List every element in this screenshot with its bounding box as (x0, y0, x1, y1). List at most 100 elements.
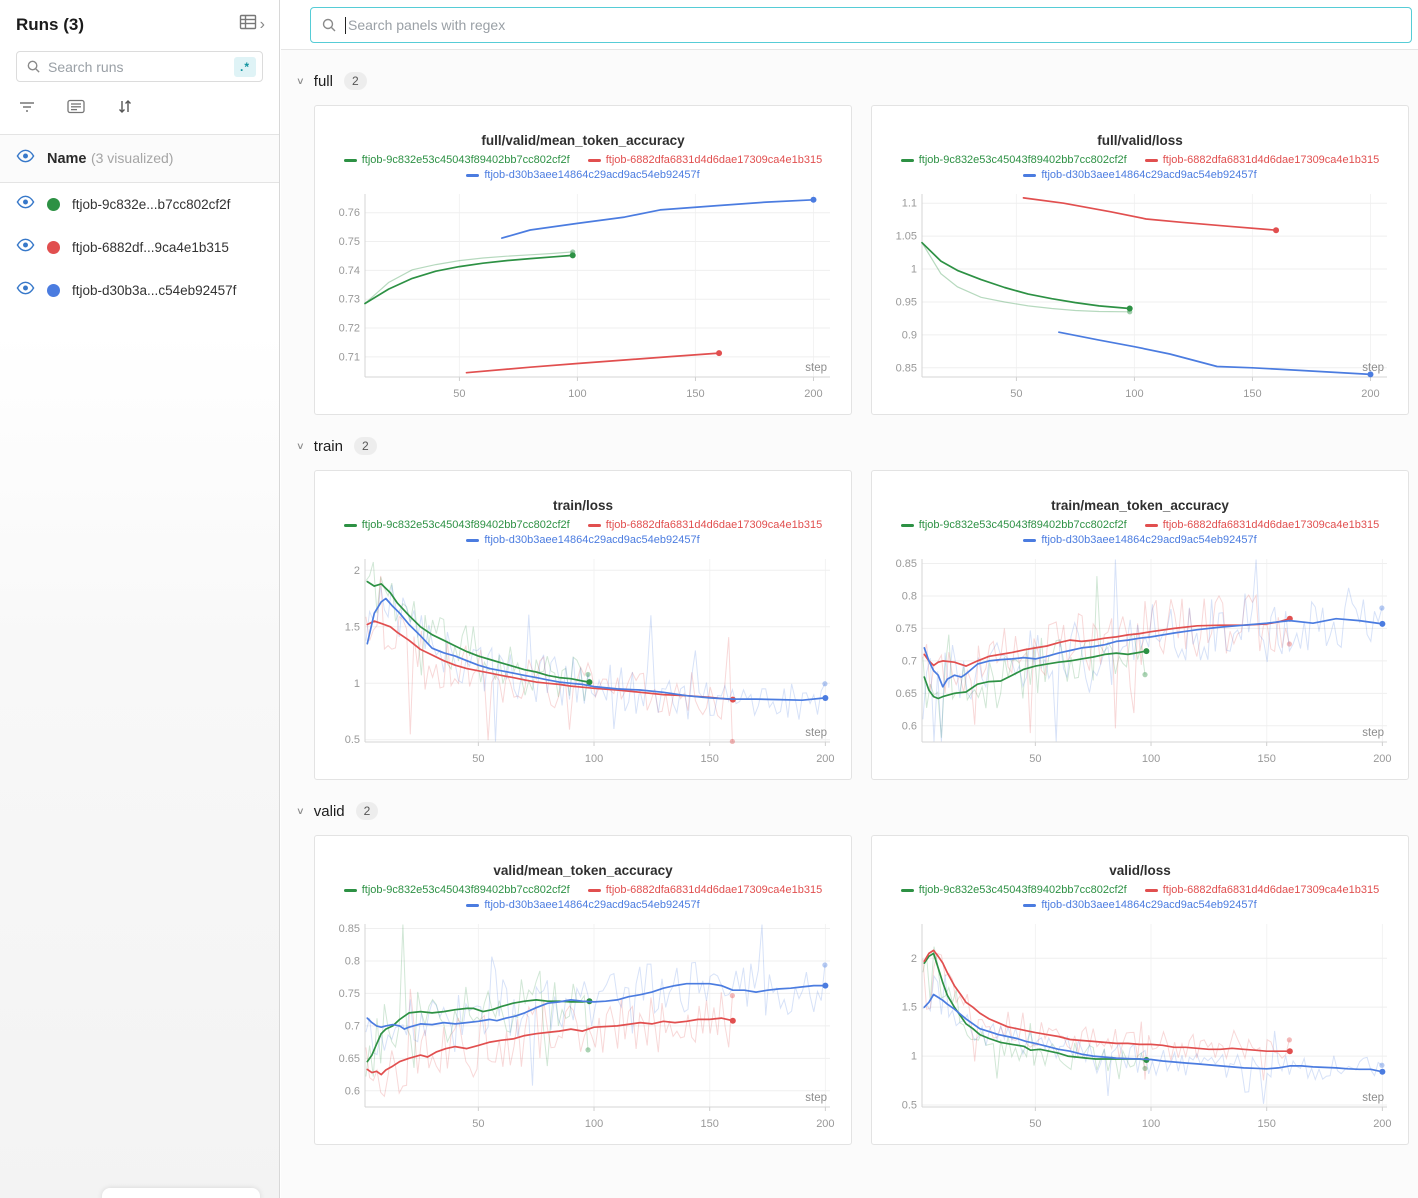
legend-entry[interactable]: ftjob-6882dfa6831d4d6dae17309ca4e1b315 (587, 519, 822, 531)
list-settings-icon[interactable] (66, 98, 86, 120)
chevron-down-icon[interactable]: ∨ (296, 805, 305, 817)
legend-dash-icon (587, 158, 601, 162)
chart-panel[interactable]: valid/mean_token_accuracy ftjob-9c832e53c… (314, 835, 852, 1145)
chart-panel[interactable]: train/mean_token_accuracy ftjob-9c832e53c… (871, 470, 1409, 780)
chart-panel[interactable]: valid/loss ftjob-9c832e53c45043f89402bb7c… (871, 835, 1409, 1145)
table-view-icon[interactable] (238, 12, 258, 37)
svg-text:0.9: 0.9 (902, 329, 917, 341)
search-panels-placeholder: Search panels with regex (348, 17, 506, 33)
legend-entry[interactable]: ftjob-9c832e53c45043f89402bb7cc802cf2f (900, 884, 1127, 896)
legend-entry[interactable]: ftjob-d30b3aee14864c29acd9ac54eb92457f (466, 169, 700, 181)
legend-entry[interactable]: ftjob-d30b3aee14864c29acd9ac54eb92457f (1023, 899, 1257, 911)
chart-legend: ftjob-9c832e53c45043f89402bb7cc802cf2f ft… (315, 518, 851, 548)
legend-entry[interactable]: ftjob-9c832e53c45043f89402bb7cc802cf2f (900, 154, 1127, 166)
svg-text:0.71: 0.71 (339, 351, 360, 363)
legend-entry[interactable]: ftjob-6882dfa6831d4d6dae17309ca4e1b315 (587, 154, 822, 166)
svg-text:1.5: 1.5 (345, 621, 360, 633)
series-line (923, 650, 1148, 700)
legend-entry[interactable]: ftjob-9c832e53c45043f89402bb7cc802cf2f (343, 884, 570, 896)
legend-entry[interactable]: ftjob-6882dfa6831d4d6dae17309ca4e1b315 (1144, 884, 1379, 896)
run-row-1[interactable]: ftjob-9c832e...b7cc802cf2f (0, 183, 279, 226)
chart-legend: ftjob-9c832e53c45043f89402bb7cc802cf2f ft… (872, 883, 1408, 913)
legend-entry[interactable]: ftjob-6882dfa6831d4d6dae17309ca4e1b315 (587, 884, 822, 896)
filter-icon[interactable] (18, 99, 36, 120)
svg-text:0.85: 0.85 (339, 923, 360, 935)
svg-text:0.75: 0.75 (339, 236, 360, 248)
visibility-all-icon[interactable] (16, 149, 35, 168)
series-line (366, 620, 734, 701)
chart-legend: ftjob-9c832e53c45043f89402bb7cc802cf2f ft… (315, 153, 851, 183)
search-panels-input[interactable]: Search panels with regex (310, 7, 1412, 43)
svg-text:100: 100 (585, 1118, 603, 1130)
svg-text:step: step (1362, 727, 1384, 739)
legend-entry[interactable]: ftjob-9c832e53c45043f89402bb7cc802cf2f (343, 519, 570, 531)
expand-chevron-icon[interactable]: › (259, 15, 265, 33)
legend-dash-icon (1023, 173, 1037, 177)
ghost-series-line (364, 251, 573, 304)
chart-legend: ftjob-9c832e53c45043f89402bb7cc802cf2f ft… (872, 153, 1408, 183)
raw-series-line (922, 576, 1146, 738)
visibility-icon[interactable] (16, 238, 35, 257)
svg-text:100: 100 (585, 753, 603, 765)
chevron-down-icon[interactable]: ∨ (296, 440, 305, 452)
svg-text:0.5: 0.5 (902, 1100, 917, 1112)
legend-entry[interactable]: ftjob-9c832e53c45043f89402bb7cc802cf2f (900, 519, 1127, 531)
legend-dash-icon (466, 173, 480, 177)
runs-sidebar: Runs (3) › Search runs .* (0, 0, 280, 1198)
legend-entry[interactable]: ftjob-9c832e53c45043f89402bb7cc802cf2f (343, 154, 570, 166)
series-line (1058, 331, 1372, 376)
legend-dash-icon (343, 523, 357, 527)
svg-text:1.05: 1.05 (896, 231, 917, 243)
legend-entry[interactable]: ftjob-d30b3aee14864c29acd9ac54eb92457f (1023, 534, 1257, 546)
ghost-series-line (921, 242, 1130, 313)
raw-series-line (365, 575, 733, 742)
raw-series-line (922, 593, 1290, 734)
svg-text:1: 1 (354, 678, 360, 690)
chart-panel[interactable]: full/valid/mean_token_accuracy ftjob-9c83… (314, 105, 852, 415)
chart-panel[interactable]: full/valid/loss ftjob-9c832e53c45043f8940… (871, 105, 1409, 415)
run-color-dot (47, 198, 60, 211)
run-row-3[interactable]: ftjob-d30b3a...c54eb92457f (0, 269, 279, 312)
legend-entry[interactable]: ftjob-d30b3aee14864c29acd9ac54eb92457f (1023, 169, 1257, 181)
section-label[interactable]: train (313, 437, 343, 455)
sort-icon[interactable] (116, 98, 134, 120)
chart-panel[interactable]: train/loss ftjob-9c832e53c45043f89402bb7c… (314, 470, 852, 780)
legend-entry[interactable]: ftjob-d30b3aee14864c29acd9ac54eb92457f (466, 534, 700, 546)
run-name: ftjob-9c832e...b7cc802cf2f (72, 197, 231, 212)
divider (0, 134, 279, 135)
legend-entry[interactable]: ftjob-d30b3aee14864c29acd9ac54eb92457f (466, 899, 700, 911)
section-count-badge: 2 (355, 802, 379, 820)
svg-text:0.7: 0.7 (902, 655, 917, 667)
run-row-2[interactable]: ftjob-6882df...9ca4e1b315 (0, 226, 279, 269)
chart-plot: 50 100 150 200 0.71 0.72 0.73 0.74 0.75 0.76 step (339, 194, 830, 400)
svg-text:100: 100 (1142, 1118, 1160, 1130)
legend-entry[interactable]: ftjob-6882dfa6831d4d6dae17309ca4e1b315 (1144, 519, 1379, 531)
section-count-badge: 2 (343, 72, 367, 90)
series-line (923, 617, 1384, 688)
run-color-dot (47, 284, 60, 297)
legend-entry[interactable]: ftjob-6882dfa6831d4d6dae17309ca4e1b315 (1144, 154, 1379, 166)
svg-text:step: step (805, 727, 827, 739)
visualized-count: (3 visualized) (90, 149, 174, 166)
search-runs-input[interactable]: Search runs .* (16, 51, 263, 82)
regex-toggle-button[interactable]: .* (233, 56, 256, 77)
svg-text:0.5: 0.5 (345, 734, 360, 746)
legend-dash-icon (1023, 903, 1037, 907)
section-label[interactable]: valid (313, 802, 345, 820)
series-end-dot (586, 679, 593, 686)
svg-text:1: 1 (911, 1051, 917, 1063)
series-end-dot (822, 982, 829, 989)
section-label[interactable]: full (313, 72, 333, 90)
section-full: ∨ full 2 full/valid/mean_token_accuracy f… (281, 70, 1418, 415)
svg-text:200: 200 (804, 388, 822, 400)
svg-text:0.72: 0.72 (339, 323, 360, 335)
series-line (366, 580, 591, 683)
chart-plot: 50 100 150 200 0.85 0.9 0.95 1 1.05 1.1 step (896, 194, 1387, 400)
series-end-dot (729, 1017, 736, 1024)
visibility-icon[interactable] (16, 195, 35, 214)
panels-topbar: Search panels with regex (281, 0, 1418, 50)
series-line (366, 999, 591, 1063)
svg-text:150: 150 (701, 1118, 719, 1130)
visibility-icon[interactable] (16, 281, 35, 300)
chevron-down-icon[interactable]: ∨ (296, 75, 305, 87)
